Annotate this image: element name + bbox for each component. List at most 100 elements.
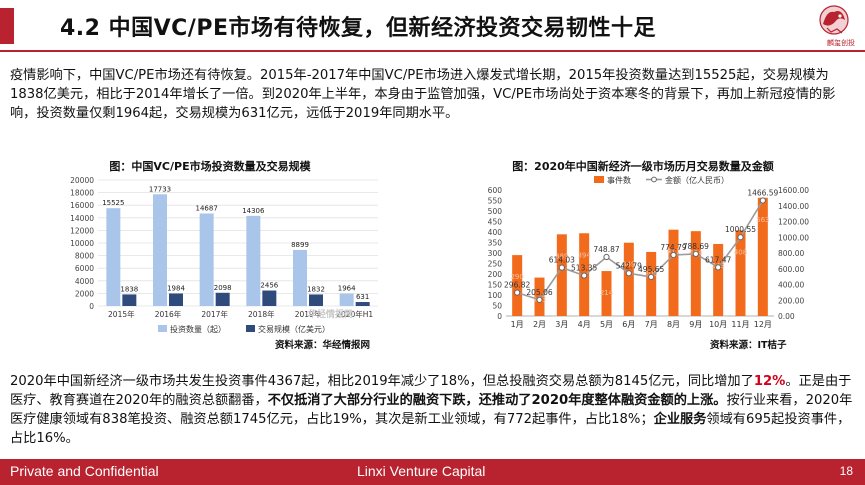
summary-text-2: 。正是由于医疗、教育赛道在2020年的融资总额翻番， bbox=[10, 374, 852, 408]
right-amount-label: 788.69 bbox=[683, 242, 709, 251]
summary-bold-2: 企业服务 bbox=[653, 412, 707, 427]
summary-text-4: 领域有695起投资事件，占比16%。 bbox=[10, 412, 851, 446]
summary-text-3: 按行业来看，2020年医疗健康领域有838笔投资、融资总额1745亿元，占比19… bbox=[10, 393, 853, 427]
right-bar-label: 290 bbox=[510, 273, 523, 281]
title-accent-bar bbox=[0, 8, 14, 44]
right-bar-count bbox=[690, 231, 701, 316]
left-data-label: 2456 bbox=[260, 282, 278, 290]
right-amount-label: 617.47 bbox=[705, 255, 731, 264]
left-y-tick-label: 6000 bbox=[75, 264, 94, 273]
right-bar-count bbox=[735, 230, 746, 316]
left-legend-swatch bbox=[158, 325, 167, 332]
right-bar-count bbox=[668, 229, 679, 316]
left-data-label: 17733 bbox=[149, 185, 171, 193]
right-y-right-tick-label: 200.00 bbox=[778, 296, 804, 305]
left-data-label: 1832 bbox=[307, 285, 325, 293]
right-y-right-tick-label: 600.00 bbox=[778, 265, 804, 274]
right-y-left-tick-label: 150 bbox=[488, 281, 503, 290]
left-y-tick-label: 2000 bbox=[75, 289, 94, 298]
left-y-tick-label: 10000 bbox=[70, 239, 94, 248]
right-y-left-tick-label: 550 bbox=[488, 197, 503, 206]
left-y-tick-label: 0 bbox=[89, 302, 94, 311]
left-data-label: 1838 bbox=[120, 285, 138, 293]
right-amount-label: 296.82 bbox=[504, 281, 530, 290]
footer-company: Linxi Venture Capital bbox=[357, 463, 486, 479]
left-data-label: 1984 bbox=[167, 285, 185, 293]
footer-confidential: Private and Confidential bbox=[10, 463, 159, 479]
right-bar-count bbox=[601, 271, 612, 316]
left-bar-count bbox=[199, 213, 214, 306]
right-amount-point bbox=[648, 273, 655, 281]
right-bar-label: 214 bbox=[600, 289, 614, 297]
left-bar-count bbox=[293, 249, 307, 306]
right-bar-count bbox=[713, 243, 724, 316]
right-bar-count bbox=[646, 251, 657, 316]
title-divider bbox=[0, 50, 865, 52]
right-amount-point bbox=[692, 250, 699, 257]
left-bar-value bbox=[215, 292, 230, 306]
right-bar-label: 394 bbox=[577, 251, 591, 259]
left-x-tick-label: 2019年 bbox=[295, 309, 322, 319]
right-amount-point bbox=[625, 270, 632, 277]
left-x-tick-label: 2016年 bbox=[155, 309, 182, 319]
right-x-tick-label: 11月 bbox=[731, 320, 749, 329]
right-amount-point bbox=[514, 289, 521, 296]
right-y-right-tick-label: 1200.00 bbox=[778, 218, 809, 227]
title-bar: 4.2 中国VC/PE市场有待恢复，但新经济投资交易韧性十足 bbox=[0, 0, 865, 52]
company-logo-icon bbox=[819, 5, 849, 35]
right-y-left-tick-label: 250 bbox=[488, 260, 503, 269]
right-legend-swatch-bar bbox=[594, 176, 604, 183]
growth-highlight: 12% bbox=[753, 374, 786, 389]
right-y-left-tick-label: 200 bbox=[488, 270, 503, 279]
left-bar-value bbox=[122, 294, 137, 306]
right-amount-label: 513.35 bbox=[571, 264, 597, 273]
left-watermark: 华经情报网 bbox=[308, 308, 353, 320]
left-legend-swatch bbox=[246, 325, 255, 332]
right-bar-count bbox=[757, 197, 768, 316]
right-amount-point bbox=[558, 264, 565, 271]
left-bar-count bbox=[246, 215, 261, 306]
left-chart-caption: 图：中国VC/PE市场投资数量及交易规模 bbox=[109, 160, 311, 173]
left-bar-value bbox=[169, 293, 183, 306]
right-amount-point bbox=[737, 234, 744, 241]
right-legend-label-bar: 事件数 bbox=[607, 175, 631, 185]
right-legend-marker bbox=[651, 176, 657, 183]
left-data-label: 14687 bbox=[196, 204, 218, 212]
left-bar-count bbox=[153, 194, 167, 306]
summary-text-1: 2020年中国新经济一级市场共发生投资事件4367起，相比2019年减少了18%… bbox=[10, 374, 754, 389]
right-bar-count bbox=[556, 234, 567, 316]
right-amount-label: 205.06 bbox=[526, 288, 552, 297]
vcpe-investment-chart: 0 2000 4000 6000 8000 10000 12000 14000 16000 180… bbox=[58, 172, 388, 340]
right-chart-source: 资料来源：IT桔子 bbox=[710, 340, 787, 351]
right-bar-label: 408 bbox=[734, 248, 747, 256]
left-chart-source: 资料来源：华经情报网 bbox=[275, 340, 371, 351]
right-amount-label: 614.03 bbox=[549, 256, 575, 265]
right-x-tick-label: 9月 bbox=[689, 320, 702, 329]
right-x-tick-label: 5月 bbox=[600, 320, 613, 329]
left-data-label: 1964 bbox=[338, 285, 356, 293]
right-bar-count bbox=[512, 255, 523, 316]
right-bar-count bbox=[623, 242, 634, 316]
left-x-tick-label: 2017年 bbox=[201, 309, 228, 319]
right-x-tick-label: 1月 bbox=[511, 320, 524, 329]
left-bar-count bbox=[106, 208, 121, 306]
left-x-tick-label: 2015年 bbox=[108, 309, 135, 319]
left-data-label: 14306 bbox=[242, 207, 265, 215]
right-x-tick-label: 3月 bbox=[555, 320, 568, 329]
right-amount-label: 1466.59 bbox=[747, 189, 778, 198]
right-y-left-tick-label: 400 bbox=[488, 228, 503, 237]
page-number: 18 bbox=[839, 464, 853, 478]
right-amount-line bbox=[516, 200, 764, 301]
right-x-tick-label: 4月 bbox=[578, 320, 591, 329]
right-y-left-tick-label: 350 bbox=[488, 239, 503, 248]
right-y-right-tick-label: 800.00 bbox=[778, 249, 804, 258]
right-x-tick-label: 2月 bbox=[533, 320, 546, 329]
right-bar-label: 349 bbox=[622, 261, 635, 269]
right-bar-label: 389 bbox=[555, 252, 568, 260]
right-amount-label: 542.79 bbox=[616, 261, 642, 270]
right-x-tick-label: 8月 bbox=[667, 320, 680, 329]
footer-bar: Private and Confidential Linxi Venture C… bbox=[0, 459, 865, 485]
page-title: 4.2 中国VC/PE市场有待恢复，但新经济投资交易韧性十足 bbox=[60, 16, 656, 41]
left-legend-label: 交易规模（亿美元） bbox=[258, 324, 330, 334]
